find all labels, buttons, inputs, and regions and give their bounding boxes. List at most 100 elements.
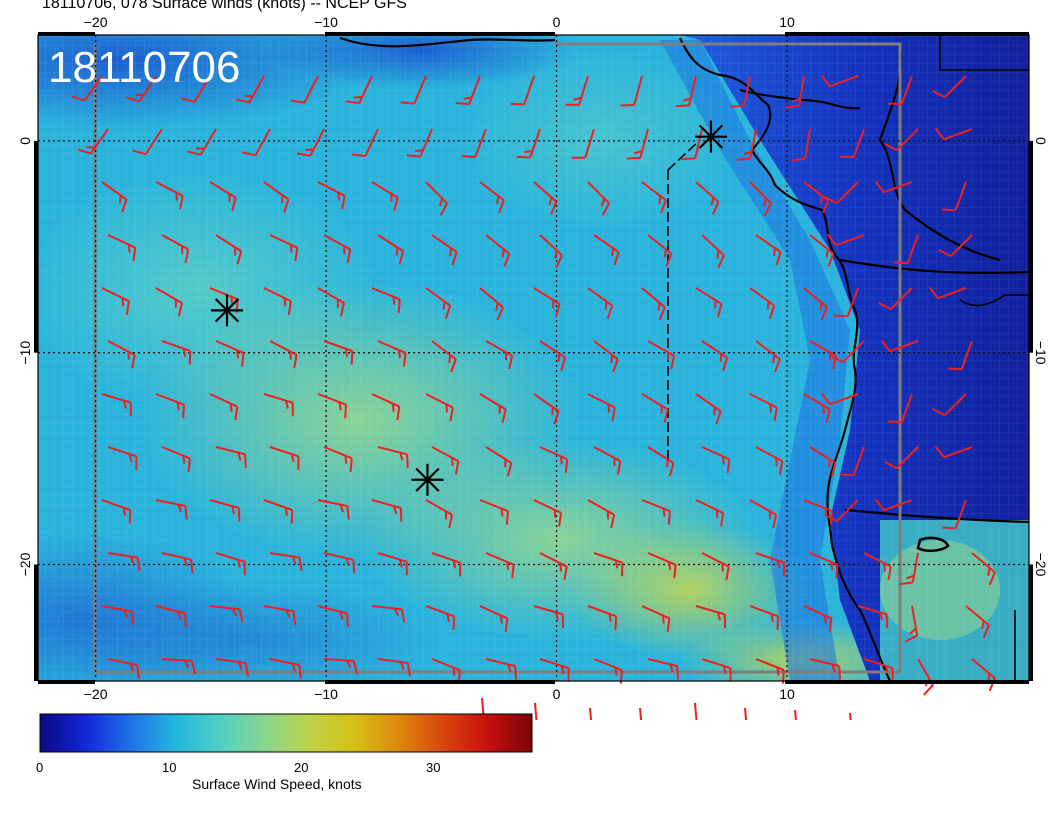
wind-barb — [701, 658, 732, 682]
wind-barb — [647, 446, 675, 477]
wind-barb — [455, 75, 481, 106]
border-bar-left — [34, 140, 38, 353]
wind-barb — [755, 340, 781, 373]
wind-barb — [479, 393, 507, 423]
wind-barb — [749, 287, 776, 319]
wind-barb — [101, 605, 135, 625]
wind-barb — [539, 446, 569, 473]
latitude-label: 0 — [1033, 137, 1049, 145]
wind-barb — [884, 128, 919, 152]
latitude-label: −10 — [17, 341, 33, 365]
wind-barb — [593, 340, 619, 373]
wind-barb — [161, 658, 197, 675]
wind-barb — [589, 707, 594, 720]
longitude-label: −20 — [84, 686, 108, 702]
asterisk-marker — [411, 463, 444, 496]
wind-barb — [533, 499, 563, 527]
wind-barb — [863, 658, 894, 682]
wind-barb — [736, 128, 757, 161]
wind-barb — [215, 658, 249, 677]
wind-barb — [161, 552, 194, 574]
wind-barb — [485, 552, 515, 579]
wind-barb — [377, 552, 408, 576]
wind-barb — [269, 658, 302, 679]
wind-barb — [803, 181, 829, 214]
wind-barb — [317, 181, 346, 210]
wind-barb — [425, 393, 454, 422]
wind-barb — [587, 181, 610, 216]
wind-barb — [878, 287, 913, 311]
border-bar-top — [785, 32, 1029, 36]
wind-barb — [647, 234, 673, 267]
chart-title: 18110706, 078 Surface winds (knots) -- N… — [42, 0, 407, 12]
longitude-label: 0 — [553, 14, 561, 30]
wind-barb — [755, 234, 782, 266]
longitude-label: −10 — [314, 686, 338, 702]
border-bar-right — [1029, 564, 1033, 681]
wind-barb — [215, 446, 247, 468]
latitude-label: −20 — [17, 552, 33, 576]
wind-barb — [510, 75, 535, 106]
colorbar-tick-label: 20 — [294, 760, 309, 775]
wind-barb — [849, 712, 854, 720]
wind-barb — [755, 552, 786, 577]
wind-barb — [695, 287, 723, 318]
wind-barb — [317, 393, 348, 419]
wind-barb — [874, 180, 913, 194]
wind-barb — [874, 498, 913, 512]
wind-barb — [263, 287, 292, 315]
graticule — [38, 35, 1029, 681]
wind-barb — [323, 446, 353, 472]
wind-barb — [155, 605, 187, 627]
wind-barb — [215, 234, 243, 265]
wind-barb — [820, 392, 859, 406]
wind-barb — [533, 287, 561, 318]
wind-barb — [71, 75, 103, 102]
wind-barb — [620, 75, 643, 107]
wind-barb — [888, 393, 913, 424]
wind-barb — [269, 234, 299, 262]
wind-barb — [479, 181, 505, 214]
wind-barb — [785, 75, 805, 109]
wind-barb — [377, 658, 411, 677]
wind-barb — [701, 234, 725, 269]
wind-barb — [377, 234, 405, 265]
wind-barb — [371, 499, 403, 522]
wind-barb — [539, 658, 570, 682]
wind-barb — [161, 234, 190, 263]
wind-barb — [215, 340, 245, 367]
wind-barb — [942, 499, 967, 530]
wind-barb — [107, 552, 141, 572]
wind-barb — [809, 658, 842, 680]
wind-barb — [323, 552, 356, 574]
wind-barb — [694, 702, 699, 720]
wind-barb — [647, 552, 677, 579]
wind-barb — [209, 499, 241, 522]
wind-barb — [126, 75, 157, 103]
wind-barb — [323, 234, 352, 263]
wind-barb — [132, 128, 163, 156]
latitude-labels-right: 0 −10 −20 — [1033, 137, 1049, 577]
wind-barb — [317, 287, 345, 317]
wind-barb — [626, 128, 649, 160]
wind-barb — [345, 75, 373, 105]
coastlines — [339, 35, 1029, 681]
wind-barb — [593, 552, 624, 577]
wind-barb — [269, 340, 298, 369]
wind-barb — [235, 75, 265, 104]
latitude-label: −20 — [1033, 553, 1049, 577]
wind-barb — [539, 552, 568, 581]
wind-barb — [155, 287, 183, 317]
wind-barb — [431, 234, 458, 266]
wind-barb — [425, 181, 448, 216]
wind-barb — [904, 605, 919, 643]
wind-barb — [263, 499, 294, 524]
longitude-label: 10 — [779, 686, 795, 702]
wind-barb — [934, 445, 973, 459]
wind-barb — [639, 707, 644, 720]
wind-barb — [161, 446, 191, 472]
wind-barb — [107, 446, 138, 470]
wind-barb — [587, 287, 614, 319]
wind-barb — [932, 393, 967, 417]
wind-barb — [406, 128, 433, 158]
